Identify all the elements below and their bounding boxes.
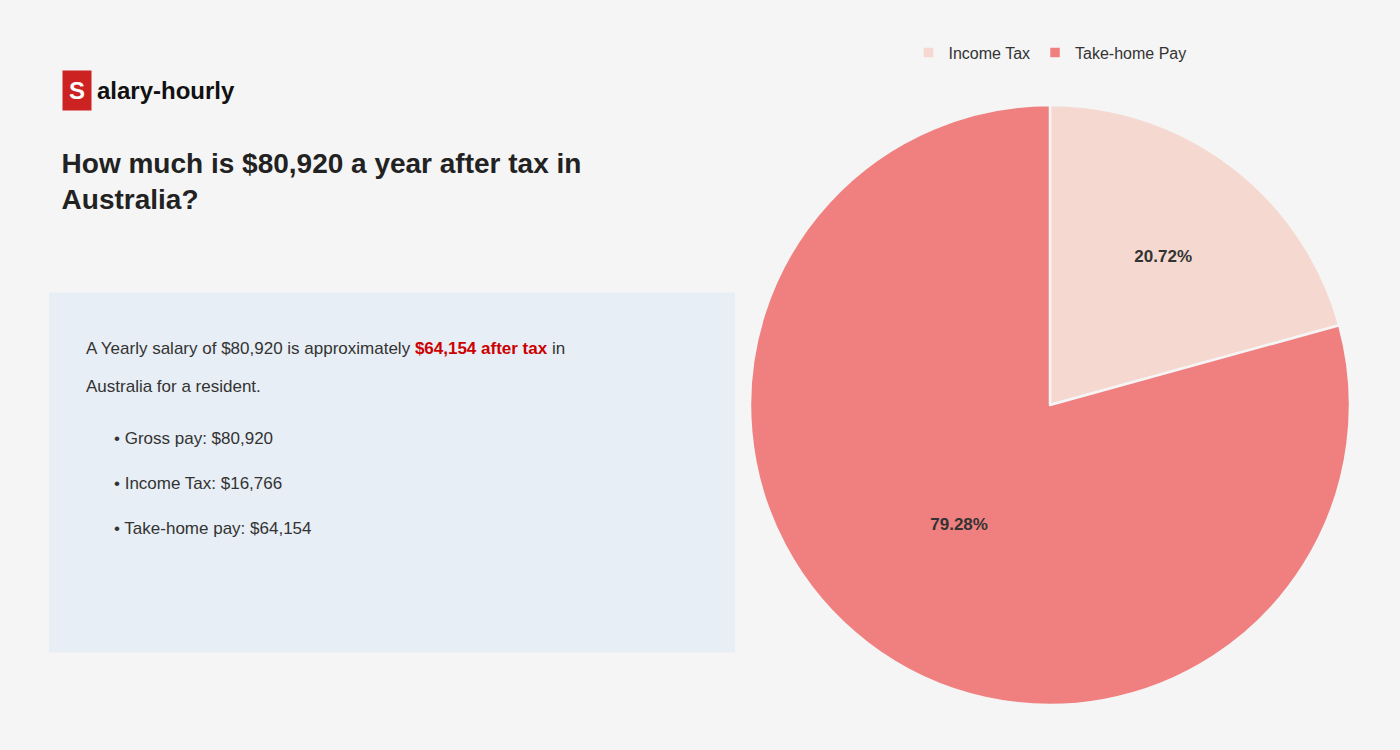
svg-text:20.72%: 20.72% (1134, 247, 1192, 266)
svg-text:Australia for a resident.: Australia for a resident. (86, 377, 261, 396)
svg-text:• Gross pay: $80,920: • Gross pay: $80,920 (114, 429, 273, 448)
svg-text:• Income Tax: $16,766: • Income Tax: $16,766 (114, 474, 282, 493)
svg-text:79.28%: 79.28% (930, 515, 988, 534)
svg-text:How much is $80,920 a year aft: How much is $80,920 a year after tax inA… (62, 148, 582, 215)
svg-text:alary-hourly: alary-hourly (97, 77, 235, 104)
svg-text:• Take-home pay: $64,154: • Take-home pay: $64,154 (114, 519, 312, 538)
svg-text:Take-home Pay: Take-home Pay (1075, 45, 1186, 62)
svg-text:S: S (69, 77, 85, 104)
svg-text:A Yearly salary of $80,920 is: A Yearly salary of $80,920 is approximat… (86, 339, 565, 358)
svg-text:Income Tax: Income Tax (949, 45, 1031, 62)
